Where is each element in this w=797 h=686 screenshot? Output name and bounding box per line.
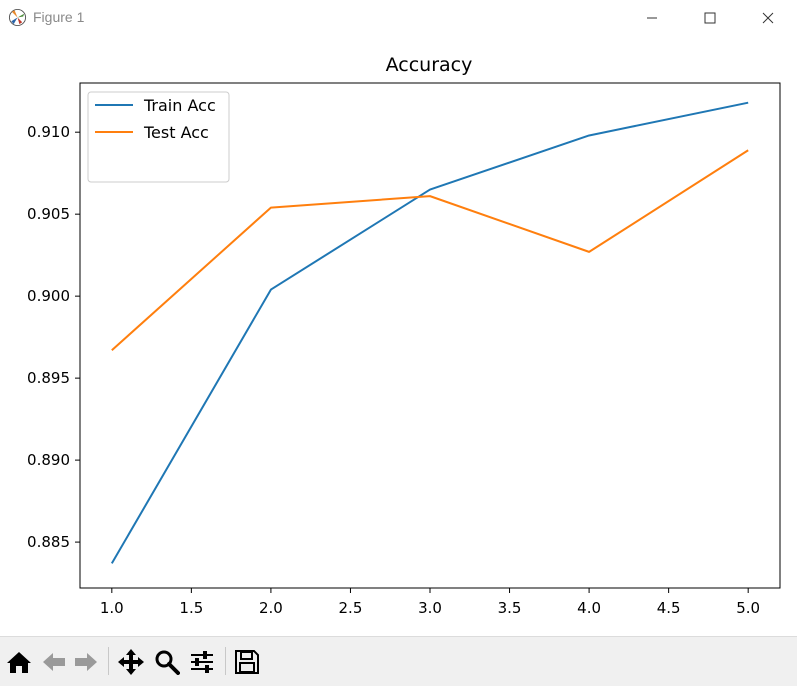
series-line-test-acc bbox=[111, 149, 749, 352]
pan-icon bbox=[118, 649, 144, 675]
x-tick-label: 3.0 bbox=[418, 599, 442, 617]
window-title: Figure 1 bbox=[33, 9, 85, 25]
home-icon bbox=[7, 652, 31, 673]
x-tick-label: 4.0 bbox=[577, 599, 601, 617]
zoom-button[interactable] bbox=[150, 645, 184, 679]
legend-label: Test Acc bbox=[143, 123, 209, 142]
x-tick-label: 1.5 bbox=[179, 599, 203, 617]
close-icon bbox=[762, 12, 774, 23]
y-tick-label: 0.900 bbox=[27, 287, 70, 305]
minimize-button[interactable] bbox=[623, 0, 681, 35]
axes-frame bbox=[79, 82, 781, 589]
matplotlib-app-icon bbox=[8, 8, 27, 27]
line-chart: Accuracy 1.0 1.5 2.0 2.5 3.0 3.5 4.0 4.5 5.0 0.88… bbox=[27, 54, 781, 617]
home-button[interactable] bbox=[2, 645, 36, 679]
minimize-icon bbox=[647, 17, 657, 18]
x-tick-label: 5.0 bbox=[736, 599, 760, 617]
y-tick-label: 0.910 bbox=[27, 123, 70, 141]
pan-button[interactable] bbox=[114, 645, 148, 679]
y-tick-label: 0.890 bbox=[27, 451, 70, 469]
forward-icon bbox=[75, 653, 97, 671]
configure-subplots-button[interactable] bbox=[185, 645, 219, 679]
x-tick-label: 3.5 bbox=[498, 599, 522, 617]
toolbar-separator bbox=[225, 647, 226, 675]
chart-title: Accuracy bbox=[386, 54, 473, 76]
configure-subplots-icon bbox=[191, 651, 213, 673]
y-tick-label: 0.905 bbox=[27, 205, 70, 223]
x-tick-label: 2.0 bbox=[259, 599, 283, 617]
save-button[interactable] bbox=[230, 645, 264, 679]
window-titlebar: Figure 1 bbox=[0, 0, 797, 35]
x-tick-label: 1.0 bbox=[100, 599, 124, 617]
maximize-icon bbox=[704, 12, 716, 23]
x-tick-label: 4.5 bbox=[657, 599, 681, 617]
save-icon bbox=[235, 650, 259, 674]
legend: Train Acc Test Acc bbox=[87, 91, 230, 183]
back-icon bbox=[43, 653, 65, 671]
y-tick-label: 0.885 bbox=[27, 533, 70, 551]
x-tick-label: 2.5 bbox=[339, 599, 363, 617]
y-tick-label: 0.895 bbox=[27, 369, 70, 387]
close-button[interactable] bbox=[739, 0, 797, 35]
legend-box bbox=[87, 91, 230, 183]
navigation-toolbar bbox=[0, 636, 797, 686]
toolbar-separator bbox=[108, 647, 109, 675]
series-line-train-acc bbox=[110, 101, 749, 564]
forward-button[interactable] bbox=[69, 645, 103, 679]
back-button[interactable] bbox=[37, 645, 71, 679]
zoom-icon bbox=[155, 650, 180, 675]
legend-label: Train Acc bbox=[143, 96, 216, 115]
maximize-button[interactable] bbox=[681, 0, 739, 35]
figure-canvas[interactable]: Accuracy 1.0 1.5 2.0 2.5 3.0 3.5 4.0 4.5 5.0 0.88… bbox=[0, 35, 797, 635]
